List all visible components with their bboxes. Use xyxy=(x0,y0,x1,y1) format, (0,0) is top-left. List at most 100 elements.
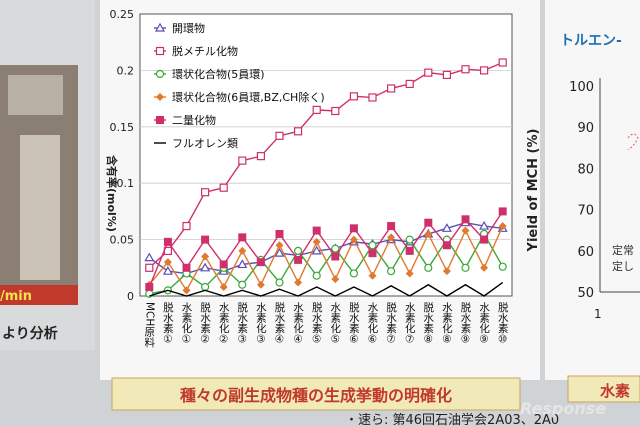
data-point xyxy=(219,282,228,291)
right-y-tick-label: 70 xyxy=(577,204,594,219)
x-tick-label: 水素化④ xyxy=(292,302,304,346)
data-point xyxy=(145,282,154,291)
data-point xyxy=(461,263,470,272)
x-tick-label: 脱水素④ xyxy=(274,301,286,345)
banner-box xyxy=(111,377,521,411)
x-tick-label: 水素化⑨ xyxy=(478,302,490,346)
data-point xyxy=(442,267,451,276)
data-point xyxy=(162,265,173,275)
data-point xyxy=(256,258,265,267)
data-point xyxy=(331,275,340,284)
right-y-tick-label: 60 xyxy=(577,245,594,260)
data-point xyxy=(480,235,489,244)
data-point xyxy=(238,156,247,165)
x-tick-label: 脱水素⑤ xyxy=(311,301,323,345)
x-tick-label: 脱水素① xyxy=(162,301,174,345)
data-point xyxy=(349,92,358,101)
data-point xyxy=(294,278,303,287)
data-point xyxy=(275,241,284,250)
data-point xyxy=(349,235,358,244)
data-point xyxy=(294,246,303,255)
data-point xyxy=(201,252,210,261)
legend-label: 二量化物 xyxy=(172,113,216,127)
x-tick-label: MCH原料 xyxy=(143,302,155,348)
data-point xyxy=(387,84,396,93)
series-line xyxy=(148,225,504,292)
y-tick-label: 0 xyxy=(127,290,134,303)
x-tick-label: 脱水素⑥ xyxy=(348,301,360,345)
left-label-1: /min xyxy=(0,289,32,304)
right-y-tick-label: 100 xyxy=(569,80,594,95)
data-point xyxy=(201,188,210,197)
legend-label: 環状化合物(5員環) xyxy=(172,67,265,81)
data-point xyxy=(275,278,284,287)
data-point xyxy=(442,70,451,80)
data-point xyxy=(275,229,284,238)
y-tick-label: 0.15 xyxy=(110,121,135,134)
right-note-1: 定常 xyxy=(612,243,634,257)
data-point xyxy=(145,263,154,272)
y-tick-label: 0.05 xyxy=(110,234,135,247)
data-point xyxy=(312,271,321,280)
data-point xyxy=(498,207,507,216)
chart-series xyxy=(144,58,508,298)
series-1 xyxy=(145,58,507,272)
right-y-tick-label: 80 xyxy=(577,162,594,177)
x-tick-label: 脱水素② xyxy=(199,301,211,345)
y-tick-label: 0.25 xyxy=(110,8,135,21)
data-point xyxy=(461,226,470,235)
banner-text: 種々の副生成物種の生成挙動の明確化 xyxy=(180,386,452,405)
data-point xyxy=(219,260,228,269)
x-tick-label: 脱水素③ xyxy=(236,301,248,345)
data-point xyxy=(405,269,414,278)
data-point xyxy=(144,252,155,262)
data-point xyxy=(182,263,191,272)
data-point xyxy=(368,241,377,250)
data-point xyxy=(312,226,321,235)
data-point xyxy=(154,22,166,32)
legend-label: 環状化合物(6員環,BZ,CH除く) xyxy=(172,90,325,104)
x-tick-label: 水素化③ xyxy=(255,302,267,346)
data-point xyxy=(201,282,210,292)
data-point xyxy=(156,116,164,124)
legend-label: 開環物 xyxy=(172,21,205,35)
data-point xyxy=(479,220,490,230)
data-point xyxy=(442,241,451,250)
y-tick-labels: 0 0.05 0.1 0.15 0.2 0.25 xyxy=(110,8,135,303)
data-point xyxy=(349,269,358,278)
x-tick-label: 脱水素⑩ xyxy=(497,301,509,345)
x-tick-label: 水素化⑤ xyxy=(329,302,341,346)
data-point xyxy=(274,247,285,257)
data-point xyxy=(480,66,489,75)
data-point xyxy=(441,223,452,232)
data-point xyxy=(387,233,396,242)
data-point xyxy=(156,93,164,101)
x-tick-labels: MCH原料 脱水素① 水素化① 脱水素② 水素化② 脱水素③ 水素化③ 脱水素④ 水素化④ 脱水素… xyxy=(143,301,508,348)
right-banner-box xyxy=(567,375,640,403)
data-point xyxy=(163,237,172,246)
data-point xyxy=(498,222,507,231)
data-point xyxy=(200,262,211,272)
data-point xyxy=(387,222,396,231)
legend-label: フルオレン類 xyxy=(172,137,238,150)
right-title: トルエン- xyxy=(560,33,622,49)
x-tick-label: 水素化⑥ xyxy=(367,302,379,346)
data-point xyxy=(145,289,154,298)
data-point xyxy=(238,246,247,255)
data-point xyxy=(424,68,433,77)
series-4 xyxy=(145,207,507,291)
x-tick-label: 水素化② xyxy=(218,302,230,346)
footnote: ・速ら: 第46回石油学会2A03、2A0 xyxy=(345,412,559,426)
data-point xyxy=(201,235,210,244)
right-y-tick-label: 90 xyxy=(577,121,594,136)
data-point xyxy=(424,218,433,227)
dashed-heart-mark xyxy=(627,133,639,151)
data-point xyxy=(155,69,165,79)
right-panel: トルエン- 50 60 70 80 90 100 Yield of MCH (%) 1 定… xyxy=(526,0,640,380)
right-y-axis-label: Yield of MCH (%) xyxy=(526,129,541,253)
data-point xyxy=(461,215,470,224)
data-point xyxy=(424,263,433,272)
x-tick-label: 脱水素⑨ xyxy=(460,301,472,345)
